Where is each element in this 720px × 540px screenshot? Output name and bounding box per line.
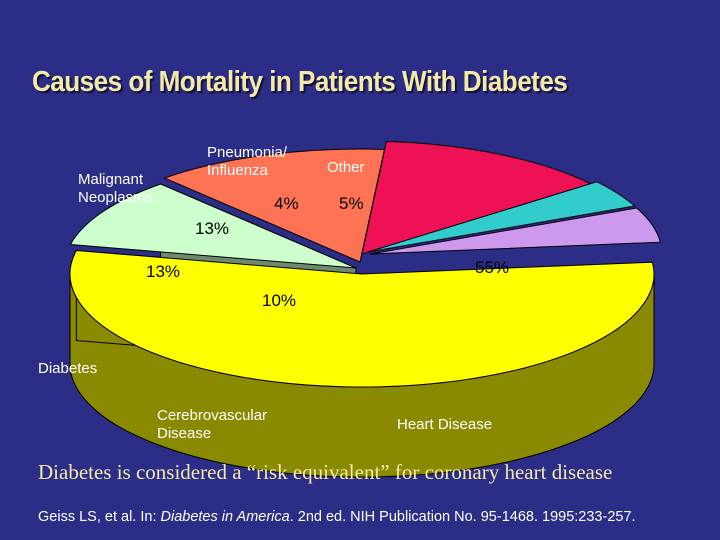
slice-heart-disease — [69, 249, 655, 388]
category-label-cerebrovascular-disease: Cerebrovascular Disease — [157, 407, 267, 442]
citation-book-title: Diabetes in America — [160, 509, 290, 525]
value-label-other: 5% — [339, 194, 364, 213]
slice-malignant-neoplasms — [361, 140, 593, 255]
category-label-diabetes: Diabetes — [38, 360, 97, 377]
slice-pneumonia-influenza — [367, 181, 636, 253]
pie-tops — [69, 140, 662, 388]
category-label-malignant-neoplasms: Malignant Neoplasms — [78, 171, 153, 206]
citation-details: . 2nd ed. NIH Publication No. 95-1468. 1… — [289, 509, 636, 525]
value-label-malignant-neoplasms: 13% — [195, 219, 229, 238]
caption: Diabetes is considered a “risk equivalen… — [38, 460, 613, 484]
pie-labels: Heart Disease 55% Cerebrovascular Disease 10… — [38, 144, 509, 442]
slide-title: Causes of Mortality in Patients With Dia… — [32, 66, 568, 98]
citation-authors: Geiss LS, et al. In: — [38, 509, 161, 525]
citation: Geiss LS, et al. In: Diabetes in America… — [38, 509, 636, 525]
value-label-diabetes: 13% — [146, 262, 180, 281]
slice-diabetes — [163, 148, 386, 263]
category-label-other: Other — [327, 159, 365, 176]
value-label-pneumonia-influenza: 4% — [274, 194, 299, 213]
value-label-heart-disease: 55% — [475, 258, 509, 277]
value-label-cerebrovascular-disease: 10% — [262, 291, 296, 310]
slice-cerebrovascular-disease — [69, 183, 357, 269]
slice-other — [369, 207, 662, 255]
category-label-pneumonia-influenza: Pneumonia/Influenza — [207, 144, 288, 179]
category-label-heart-disease: Heart Disease — [397, 416, 492, 433]
